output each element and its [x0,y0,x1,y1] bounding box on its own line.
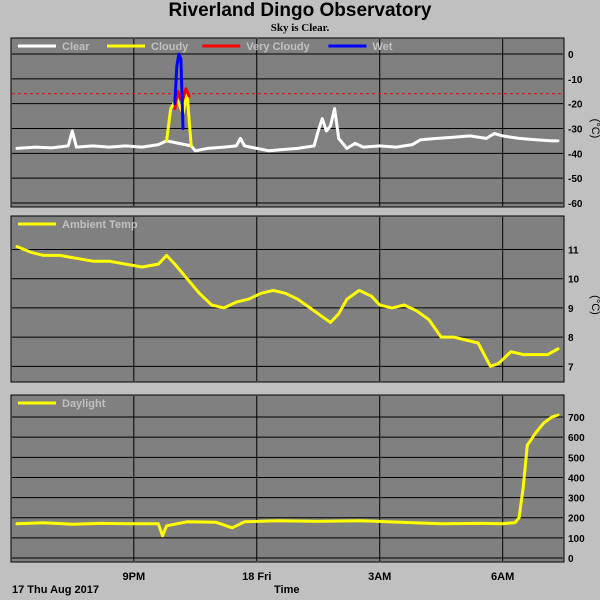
y-tick-label: -50 [568,174,583,185]
y-tick-label: -40 [568,149,583,160]
y-tick-label: 500 [568,453,585,464]
y-tick-label: -30 [568,125,583,136]
legend-label-clear: Clear [62,41,90,53]
date-label: 17 Thu Aug 2017 [12,584,100,596]
x-tick-label: 6AM [491,571,514,583]
legend-label-ambient-temp: Ambient Temp [62,219,138,231]
x-tick-label: 18 Fri [242,571,271,583]
y-tick-label: 700 [568,413,585,424]
panel-ambient [10,215,565,383]
y-axis-label: (°C) [589,295,600,315]
panel-sky [10,37,565,208]
panel-daylight [10,394,565,563]
legend-label-cloudy: Cloudy [151,41,189,53]
series-line-daylight [15,413,560,538]
y-tick-label: -10 [568,75,583,86]
y-tick-label: 9 [568,304,574,315]
legend-label-wet: Wet [372,41,392,53]
chart-title: Riverland Dingo Observatory [168,0,432,21]
legend-label-daylight: Daylight [62,398,106,410]
series-line-very-cloudy [181,87,191,101]
legend-label-very-cloudy: Very Cloudy [246,41,310,53]
series-line-wet [173,52,185,130]
y-tick-label: 11 [568,246,579,257]
x-axis-label: Time [274,584,300,596]
series-line-clear [15,107,560,153]
y-tick-label: -20 [568,100,583,111]
y-tick-label: 10 [568,275,580,286]
series-line-cloudy [165,92,193,148]
y-tick-label: 0 [568,50,574,61]
x-tick-label: 3AM [368,571,391,583]
chart-subtitle: Sky is Clear. [270,22,330,34]
x-tick-label: 9PM [122,571,145,583]
y-tick-label: 8 [568,333,574,344]
y-tick-label: -60 [568,199,583,210]
y-axis-label: (°C) [589,119,600,139]
y-tick-label: 0 [568,554,574,565]
y-tick-label: 400 [568,473,585,484]
y-tick-label: 600 [568,433,585,444]
series-line-ambient-temp [15,245,560,368]
y-tick-label: 200 [568,514,585,525]
y-tick-label: 100 [568,534,585,545]
y-tick-label: 7 [568,362,574,373]
y-tick-label: 300 [568,494,585,505]
